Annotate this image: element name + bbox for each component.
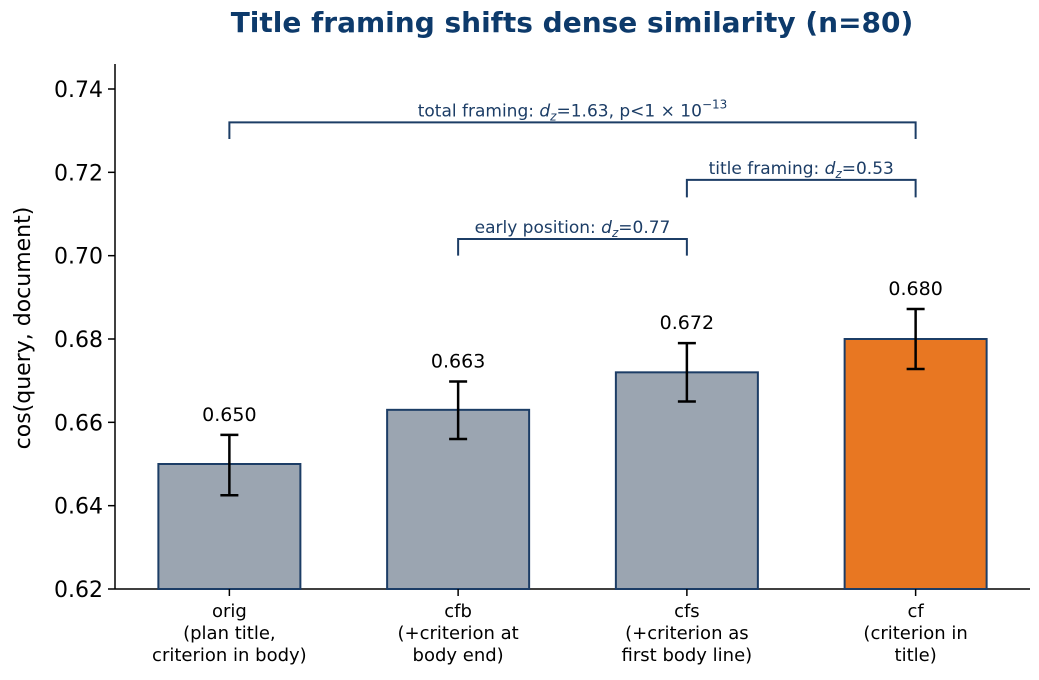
bracket-label: total framing: dz=1.63, p<1 × 10−13 <box>418 97 728 123</box>
y-tick-label: 0.66 <box>54 411 103 436</box>
y-axis-label: cos(query, document) <box>11 207 36 450</box>
y-tick-label: 0.68 <box>54 328 103 353</box>
bar-value-label: 0.672 <box>660 312 714 334</box>
bracket-label-prefix: total framing: <box>418 101 540 121</box>
bar-value-label: 0.663 <box>431 351 485 373</box>
x-tick-label-line: (+criterion as <box>625 623 749 644</box>
y-tick-label: 0.64 <box>54 495 103 520</box>
bracket-label-d: d <box>539 101 550 121</box>
bar-value-label: 0.650 <box>202 404 256 426</box>
x-tick-label-line: (plan title, <box>183 623 276 644</box>
x-tick-label: cf (criterion in title) <box>863 601 967 666</box>
bracket-label-prefix: title framing: <box>709 159 825 179</box>
bracket-label-sub: z <box>549 109 557 123</box>
y-tick-label: 0.74 <box>54 78 103 103</box>
bracket-label-d: d <box>825 159 836 179</box>
bracket-label: title framing: dz=0.53 <box>709 159 894 181</box>
x-tick-label: cfs (+criterion as first body line) <box>622 601 753 666</box>
x-tick-label-line: body end) <box>413 645 504 666</box>
y-tick-label: 0.72 <box>54 161 103 186</box>
plot-area: 0.62 0.64 0.66 0.68 0.70 0.72 0.74 0.650 orig (pl… <box>54 64 1030 666</box>
x-tick-label-line: orig <box>212 601 247 622</box>
bracket-label-sub: z <box>834 167 842 181</box>
bar <box>843 338 988 590</box>
bracket-label-suffix: =0.77 <box>618 218 670 238</box>
x-tick-label-line: title) <box>895 645 937 666</box>
bracket-label-d: d <box>601 218 612 238</box>
bar <box>614 371 759 591</box>
bracket-label-suffix: =0.53 <box>842 159 894 179</box>
x-tick-label-line: cf <box>908 601 925 622</box>
x-tick-label-line: cfs <box>674 601 700 622</box>
x-tick-label-line: criterion in body) <box>152 645 307 666</box>
y-tick-label: 0.70 <box>54 245 103 270</box>
x-tick-label-line: (criterion in <box>863 623 967 644</box>
bracket-label: early position: dz=0.77 <box>475 218 671 240</box>
x-tick-label-line: first body line) <box>622 645 753 666</box>
bracket-label-exponent: −13 <box>702 97 727 111</box>
x-tick-label-line: cfb <box>444 601 472 622</box>
bracket-label-prefix: early position: <box>475 218 602 238</box>
bracket-label-suffix: =1.63, p<1 × 10 <box>556 101 701 121</box>
x-tick-label: orig (plan title, criterion in body) <box>152 601 307 666</box>
x-tick-label: cfb (+criterion at body end) <box>398 601 519 666</box>
y-tick-label: 0.62 <box>54 578 103 603</box>
chart-title: Title framing shifts dense similarity (n… <box>231 6 914 39</box>
x-tick-label-line: (+criterion at <box>398 623 519 644</box>
bracket <box>228 121 917 139</box>
bar-value-label: 0.680 <box>888 278 942 300</box>
bracket-label-sub: z <box>611 226 619 240</box>
bracket <box>457 238 688 256</box>
bracket <box>685 178 917 198</box>
